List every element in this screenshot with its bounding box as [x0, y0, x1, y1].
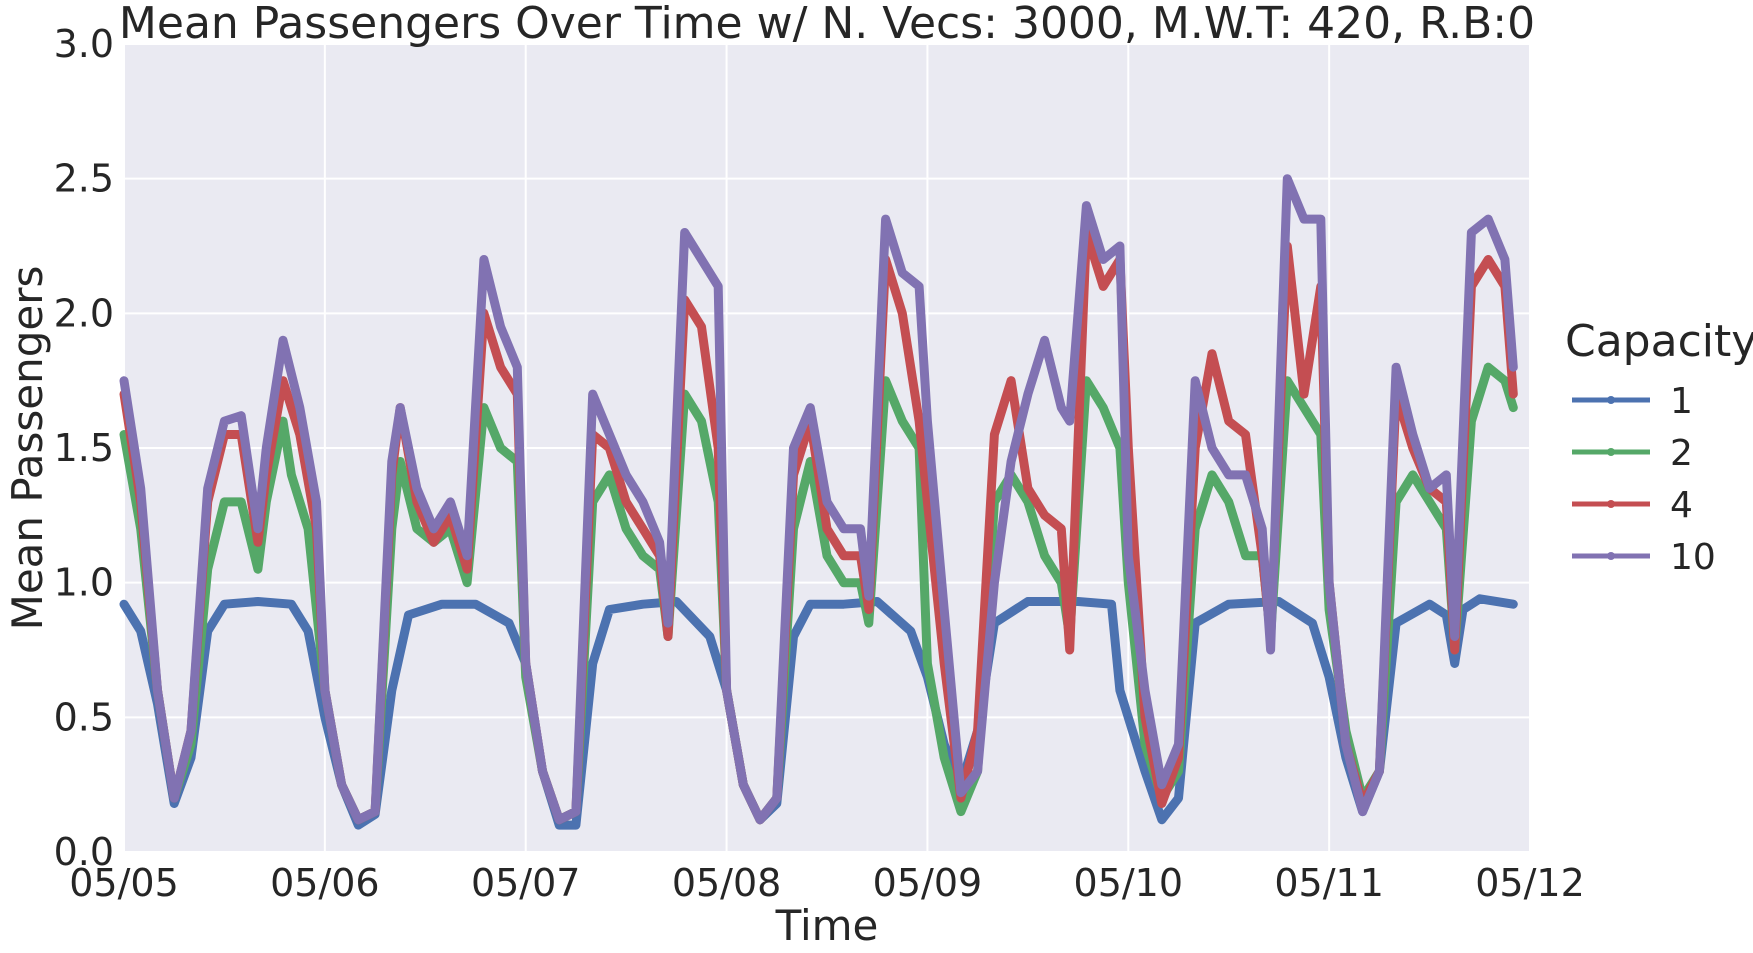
- legend-label-2: 2: [1670, 433, 1693, 474]
- y-tick-label: 0.5: [54, 695, 114, 739]
- y-tick-label: 1.5: [54, 426, 114, 470]
- y-tick-label: 1.0: [54, 561, 114, 605]
- y-tick-label: 2.5: [54, 157, 114, 201]
- x-axis-label: Time: [775, 901, 879, 950]
- legend-marker-1: [1607, 396, 1615, 404]
- y-tick-label: 3.0: [54, 22, 114, 66]
- x-tick-label: 05/11: [1274, 861, 1384, 905]
- series-line-10: [119, 174, 1518, 825]
- y-axis-label: Mean Passengers: [3, 266, 52, 631]
- x-tick-label: 05/10: [1074, 861, 1184, 905]
- x-tick-labels: 05/05 05/06 05/07 05/08 05/09 05/10 05/11 05/12: [69, 861, 1585, 905]
- legend-marker-10: [1607, 552, 1615, 560]
- legend: Capacity 1 2 4 10: [1565, 316, 1753, 578]
- legend-label-1: 1: [1670, 381, 1693, 422]
- chart-title: Mean Passengers Over Time w/ N. Vecs: 30…: [119, 0, 1535, 49]
- x-tick-label: 05/07: [471, 861, 581, 905]
- grid-lines: [123, 43, 1531, 853]
- legend-label-10: 10: [1670, 537, 1716, 578]
- legend-title: Capacity: [1565, 316, 1753, 367]
- x-tick-label: 05/12: [1475, 861, 1585, 905]
- x-tick-label: 05/05: [69, 861, 179, 905]
- legend-marker-4: [1607, 500, 1615, 508]
- x-tick-label: 05/09: [873, 861, 983, 905]
- legend-marker-2: [1607, 448, 1615, 456]
- y-tick-label: 0.0: [54, 830, 114, 874]
- y-tick-labels: 0.0 0.5 1.0 1.5 2.0 2.5 3.0: [54, 22, 114, 874]
- x-tick-label: 05/06: [270, 861, 380, 905]
- y-tick-label: 2.0: [54, 291, 114, 335]
- legend-label-4: 4: [1670, 485, 1693, 526]
- x-tick-label: 05/08: [672, 861, 782, 905]
- series-layer: [119, 174, 1518, 830]
